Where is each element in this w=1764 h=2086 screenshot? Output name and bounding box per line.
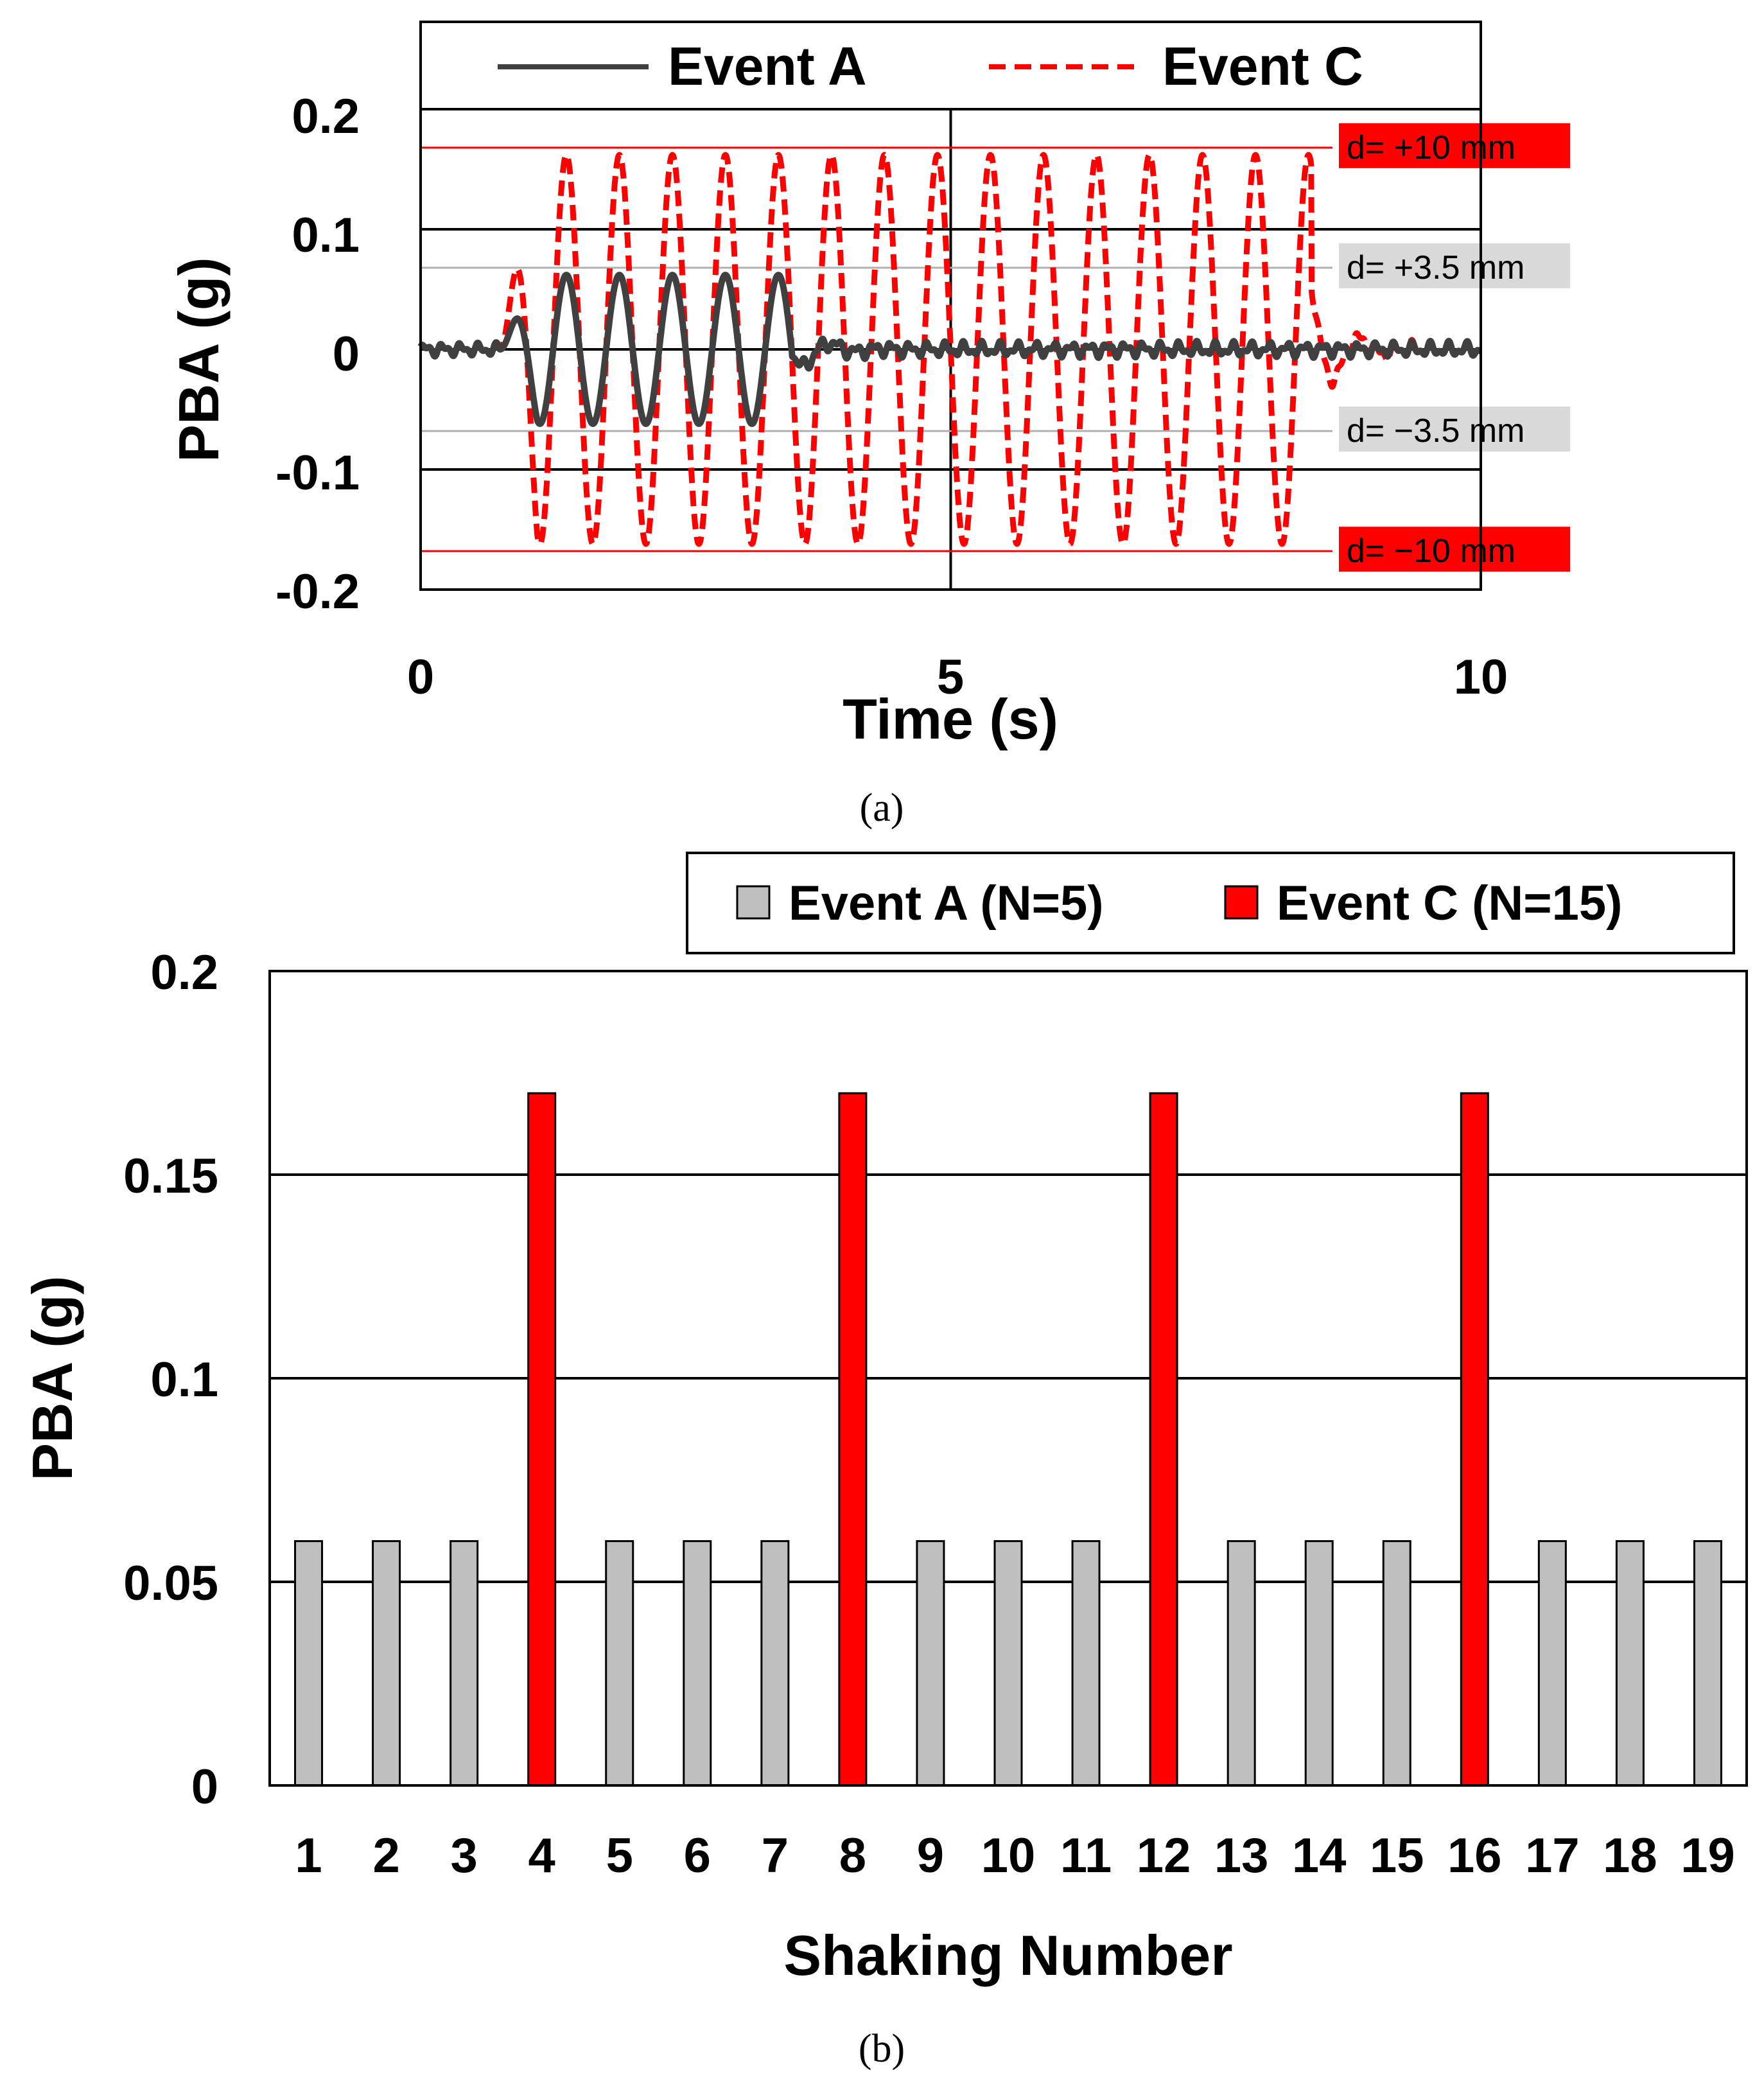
a-ytick-2: 0 bbox=[333, 327, 360, 381]
a-ref-label-3: d= −10 mm bbox=[1347, 532, 1515, 570]
a-series-event-a bbox=[417, 272, 1483, 427]
b-xtick-11: 11 bbox=[1060, 1828, 1112, 1883]
b-xtick-14: 14 bbox=[1292, 1828, 1347, 1883]
b-xtick-9: 9 bbox=[917, 1828, 944, 1883]
a-xtick-2: 10 bbox=[1454, 650, 1508, 705]
legend-a-event-c-label: Event C bbox=[1162, 36, 1363, 96]
chart-b-legend-box bbox=[686, 852, 1735, 954]
b-xtick-4: 4 bbox=[528, 1828, 555, 1883]
b-xlabel: Shaking Number bbox=[783, 1924, 1232, 1987]
b-ytick-2: 0.1 bbox=[150, 1353, 218, 1407]
b-xtick-16: 16 bbox=[1447, 1828, 1502, 1883]
a-ref-label-0: d= +10 mm bbox=[1347, 129, 1515, 166]
chart-a: Event A Event C d= +10 mm d= +3.5 mm d= −3… bbox=[167, 21, 1570, 830]
a-ytick-1: 0.1 bbox=[292, 208, 360, 263]
chart-b-frame bbox=[268, 970, 1748, 1787]
b-xtick-1: 1 bbox=[295, 1828, 322, 1883]
chart-b-x-ticks: 1 2 3 4 5 6 7 8 9 10 11 12 13 14 15 16 17 18 19 bbox=[295, 1828, 1734, 1883]
chart-a-frame bbox=[419, 108, 1482, 591]
bar-event-c-8 bbox=[838, 1092, 868, 1787]
a-ref-label-bg-1 bbox=[1339, 243, 1570, 288]
bar-event-a-15 bbox=[1382, 1540, 1411, 1787]
b-xtick-13: 13 bbox=[1214, 1828, 1269, 1883]
bar-event-a-6 bbox=[683, 1540, 712, 1787]
legend-b-event-a-label: Event A (N=5) bbox=[789, 876, 1104, 931]
b-xtick-15: 15 bbox=[1370, 1828, 1424, 1883]
bar-event-a-1 bbox=[294, 1540, 324, 1787]
a-ref-label-1: d= +3.5 mm bbox=[1347, 249, 1524, 286]
bar-event-a-2 bbox=[372, 1540, 401, 1787]
b-xtick-6: 6 bbox=[684, 1828, 711, 1883]
b-xtick-7: 7 bbox=[762, 1828, 789, 1883]
a-ref-label-bg-2 bbox=[1339, 407, 1570, 452]
a-ytick-0: 0.2 bbox=[292, 89, 360, 144]
bar-event-a-11 bbox=[1071, 1540, 1101, 1787]
b-xtick-2: 2 bbox=[372, 1828, 399, 1883]
chart-a-series bbox=[417, 152, 1483, 547]
b-ylabel: PBA (g) bbox=[21, 1275, 84, 1480]
a-xtick-1: 5 bbox=[937, 650, 964, 705]
bar-event-c-12 bbox=[1149, 1092, 1178, 1787]
a-ref-label-bg-0 bbox=[1339, 123, 1570, 168]
b-caption: (b) bbox=[859, 2027, 905, 2071]
b-xtick-10: 10 bbox=[981, 1828, 1036, 1883]
bar-event-c-16 bbox=[1460, 1092, 1489, 1787]
b-xtick-12: 12 bbox=[1137, 1828, 1191, 1883]
bar-event-a-3 bbox=[450, 1540, 479, 1787]
a-caption: (a) bbox=[860, 786, 904, 830]
chart-b: Event A (N=5) Event C (N=15) 0.2 0.15 0.… bbox=[21, 852, 1748, 2071]
a-xlabel: Time (s) bbox=[843, 687, 1058, 751]
a-ytick-4: -0.2 bbox=[275, 565, 360, 619]
legend-b-event-c-label: Event C (N=15) bbox=[1277, 876, 1623, 931]
b-ytick-1: 0.15 bbox=[123, 1149, 218, 1204]
b-ytick-3: 0.05 bbox=[123, 1556, 218, 1611]
a-ylabel: PBA (g) bbox=[167, 257, 231, 462]
b-xtick-17: 17 bbox=[1525, 1828, 1580, 1883]
b-ytick-0: 0.2 bbox=[150, 945, 218, 1000]
bar-event-a-14 bbox=[1304, 1540, 1334, 1787]
b-ytick-4: 0 bbox=[191, 1760, 218, 1814]
a-xtick-0: 0 bbox=[407, 650, 434, 705]
chart-b-bars bbox=[294, 1092, 1722, 1787]
a-ref-label-bg-3 bbox=[1339, 527, 1570, 572]
legend-b-event-a-swatch bbox=[736, 885, 771, 920]
bar-event-a-17 bbox=[1537, 1540, 1567, 1787]
bar-event-a-5 bbox=[605, 1540, 634, 1787]
bar-event-a-13 bbox=[1227, 1540, 1256, 1787]
b-xtick-18: 18 bbox=[1603, 1828, 1657, 1883]
b-xtick-5: 5 bbox=[606, 1828, 633, 1883]
bar-event-a-10 bbox=[993, 1540, 1023, 1787]
b-xtick-8: 8 bbox=[839, 1828, 866, 1883]
a-ytick-3: -0.1 bbox=[275, 446, 360, 500]
b-xtick-19: 19 bbox=[1681, 1828, 1735, 1883]
bar-event-a-19 bbox=[1693, 1540, 1722, 1787]
a-series-event-c bbox=[418, 152, 1483, 547]
bar-event-a-9 bbox=[916, 1540, 945, 1787]
legend-a-event-a-label: Event A bbox=[668, 36, 867, 96]
bar-event-a-7 bbox=[760, 1540, 790, 1787]
a-ref-label-2: d= −3.5 mm bbox=[1347, 412, 1524, 450]
bar-event-a-18 bbox=[1615, 1540, 1645, 1787]
b-xtick-3: 3 bbox=[450, 1828, 477, 1883]
bar-event-c-4 bbox=[527, 1092, 557, 1787]
chart-a-reference-lines: d= +10 mm d= +3.5 mm d= −3.5 mm d= −10 mm bbox=[421, 123, 1570, 572]
legend-b-event-c-swatch bbox=[1224, 885, 1259, 920]
